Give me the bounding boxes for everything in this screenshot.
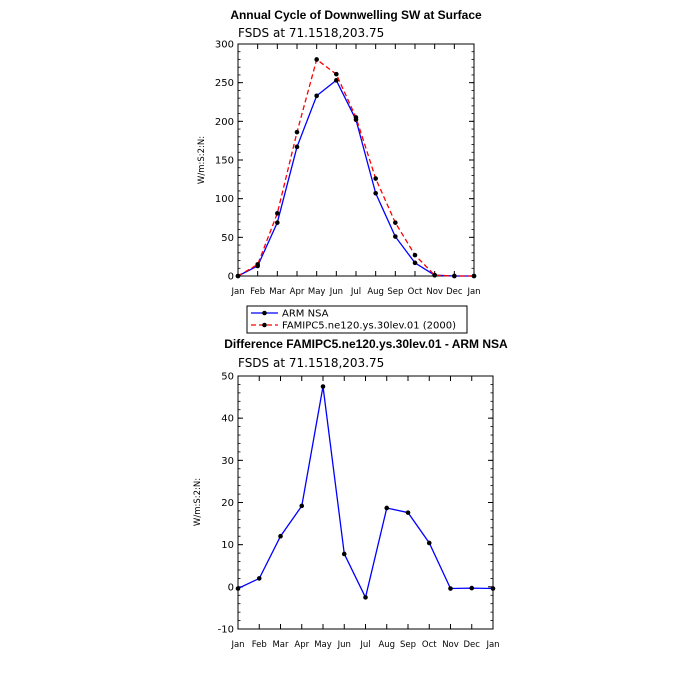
data-point bbox=[412, 252, 418, 258]
y-tick-label: 10 bbox=[221, 540, 234, 551]
data-point bbox=[490, 586, 496, 591]
data-point bbox=[299, 503, 305, 509]
data-point bbox=[235, 273, 241, 279]
data-point bbox=[294, 129, 300, 135]
data-point bbox=[314, 93, 319, 99]
chart2-series bbox=[235, 384, 496, 600]
data-point bbox=[275, 211, 280, 216]
legend-label-famipc5: FAMIPC5.ne120.ys.30lev.01 (2000) bbox=[282, 321, 456, 332]
series-line-0 bbox=[237, 79, 474, 277]
data-point bbox=[393, 234, 398, 239]
data-point bbox=[334, 71, 339, 77]
legend-frame bbox=[246, 305, 468, 334]
x-tick-label: Dec bbox=[446, 287, 463, 297]
data-point bbox=[320, 384, 326, 389]
x-tick-label: Jun bbox=[337, 640, 351, 650]
chart2-y-axis-label: W/m:S:2:N: bbox=[193, 478, 203, 526]
data-point bbox=[469, 585, 475, 591]
y-tick-label: 50 bbox=[221, 233, 234, 244]
chart1-plot-frame bbox=[237, 43, 475, 277]
series-line-1 bbox=[237, 58, 474, 277]
data-point bbox=[353, 115, 359, 120]
data-point bbox=[373, 176, 378, 181]
y-tick-label: 300 bbox=[215, 40, 234, 51]
data-point bbox=[412, 260, 418, 266]
data-point bbox=[426, 540, 432, 546]
x-tick-label: Mar bbox=[269, 287, 286, 297]
data-point bbox=[256, 576, 262, 581]
x-tick-label: Feb bbox=[250, 287, 265, 297]
x-tick-label: Aug bbox=[367, 287, 384, 297]
x-tick-label: Sep bbox=[387, 287, 403, 297]
x-tick-label: Dec bbox=[464, 640, 481, 650]
data-point bbox=[384, 505, 390, 511]
x-tick-label: Apr bbox=[290, 287, 305, 297]
chart1-axes: 0 50 100 150 200 250 300 Jan Feb Mar Apr May Jun Jul A… bbox=[215, 40, 481, 298]
legend-marker-arm-nsa bbox=[262, 310, 267, 316]
y-tick-label: 200 bbox=[215, 117, 234, 128]
y-tick-label: 30 bbox=[221, 456, 234, 467]
y-tick-label: 0 bbox=[228, 272, 234, 283]
data-point bbox=[341, 551, 347, 557]
data-point bbox=[255, 262, 260, 267]
x-tick-label: Jul bbox=[350, 287, 361, 297]
x-tick-label: Oct bbox=[408, 287, 423, 297]
chart-annual-cycle: Annual Cycle of Downwelling SW at Surfac… bbox=[197, 8, 482, 334]
x-tick-label: Apr bbox=[294, 640, 309, 650]
x-tick-label: Nov bbox=[426, 287, 443, 297]
chart1-title: Annual Cycle of Downwelling SW at Surfac… bbox=[230, 8, 482, 22]
x-tick-label: Jan bbox=[466, 287, 480, 297]
chart2-subtitle: FSDS at 71.1518,203.75 bbox=[238, 356, 384, 370]
x-tick-label: Mar bbox=[272, 640, 289, 650]
chart-difference: Difference FAMIPC5.ne120.ys.30lev.01 - A… bbox=[193, 337, 508, 650]
chart1-y-axis-label: W/m:S:2:N: bbox=[197, 136, 207, 184]
data-point bbox=[373, 190, 378, 196]
y-tick-label: 100 bbox=[215, 194, 234, 205]
y-tick-label: -10 bbox=[218, 625, 234, 636]
y-tick-label: 150 bbox=[215, 156, 234, 167]
y-tick-label: 40 bbox=[221, 414, 234, 425]
x-tick-label: Sep bbox=[400, 640, 416, 650]
chart2-title: Difference FAMIPC5.ne120.ys.30lev.01 - A… bbox=[224, 337, 508, 351]
data-point bbox=[471, 273, 477, 279]
data-point bbox=[393, 220, 398, 225]
x-tick-label: Oct bbox=[422, 640, 437, 650]
series-line-0 bbox=[237, 386, 494, 600]
chart1-subtitle: FSDS at 71.1518,203.75 bbox=[238, 26, 384, 40]
data-point bbox=[235, 586, 241, 591]
data-point bbox=[432, 272, 437, 278]
y-tick-label: 250 bbox=[215, 78, 234, 89]
x-tick-label: May bbox=[314, 640, 332, 650]
x-tick-label: Jan bbox=[230, 640, 244, 650]
y-tick-label: 0 bbox=[228, 582, 234, 593]
data-point bbox=[275, 220, 280, 225]
chart1-legend: ARM NSA FAMIPC5.ne120.ys.30lev.01 (2000) bbox=[246, 305, 468, 334]
data-point bbox=[448, 586, 453, 591]
data-point bbox=[452, 273, 457, 279]
data-point bbox=[363, 595, 368, 600]
x-tick-label: Jan bbox=[485, 640, 499, 650]
x-tick-label: Nov bbox=[442, 640, 459, 650]
y-tick-label: 50 bbox=[221, 372, 234, 383]
y-tick-label: 20 bbox=[221, 498, 234, 509]
x-tick-label: May bbox=[308, 287, 326, 297]
data-point bbox=[314, 57, 319, 62]
x-tick-label: Jan bbox=[230, 287, 244, 297]
x-tick-label: Feb bbox=[252, 640, 267, 650]
legend-label-arm-nsa: ARM NSA bbox=[282, 309, 329, 320]
data-point bbox=[294, 144, 300, 150]
legend-marker-famipc5 bbox=[262, 322, 267, 328]
data-point bbox=[405, 510, 411, 515]
data-point bbox=[278, 533, 283, 539]
chart2-axes: -10 0 10 20 30 40 50 Jan Feb Mar Apr May Jun Jul Aug Se… bbox=[218, 372, 500, 651]
data-point bbox=[334, 78, 339, 83]
x-tick-label: Jul bbox=[359, 640, 370, 650]
chart1-series bbox=[235, 57, 477, 279]
x-tick-label: Aug bbox=[378, 640, 395, 650]
chart2-plot-frame bbox=[237, 375, 494, 630]
x-tick-label: Jun bbox=[329, 287, 343, 297]
